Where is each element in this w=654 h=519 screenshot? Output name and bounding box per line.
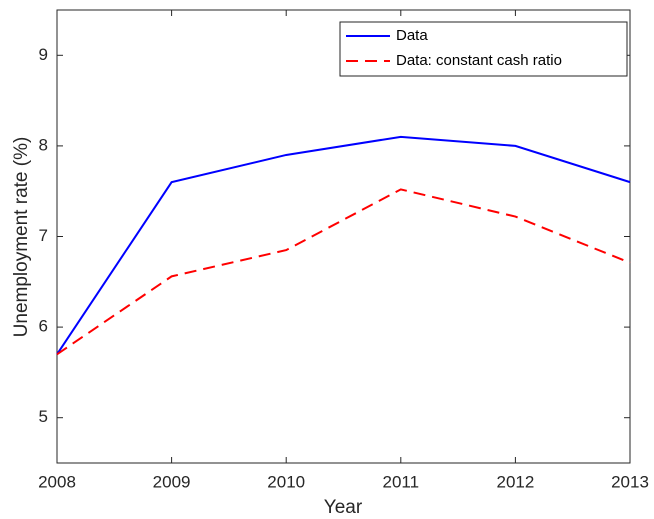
y-tick-label: 6 — [39, 317, 48, 336]
x-axis-title: Year — [324, 497, 363, 518]
y-tick-label: 7 — [39, 226, 48, 245]
legend-box — [339, 21, 628, 77]
legend-label: Data — [396, 27, 428, 44]
x-tick-label: 2011 — [383, 472, 420, 491]
x-tick-label: 2012 — [496, 472, 534, 491]
x-tick-label: 2010 — [267, 472, 305, 491]
legend-label: Data: constant cash ratio — [396, 52, 562, 69]
y-tick-label: 9 — [39, 45, 48, 64]
plot-area — [56, 9, 631, 464]
y-tick-label: 8 — [39, 135, 48, 154]
series-line — [56, 135, 631, 355]
x-tick-label: 2013 — [611, 472, 649, 491]
series-line — [56, 188, 631, 356]
y-axis-title: Unemployment rate (%) — [11, 137, 32, 338]
y-tick-label: 5 — [39, 407, 48, 426]
x-tick-label: 2008 — [38, 472, 76, 491]
x-tick-label: 2009 — [153, 472, 191, 491]
